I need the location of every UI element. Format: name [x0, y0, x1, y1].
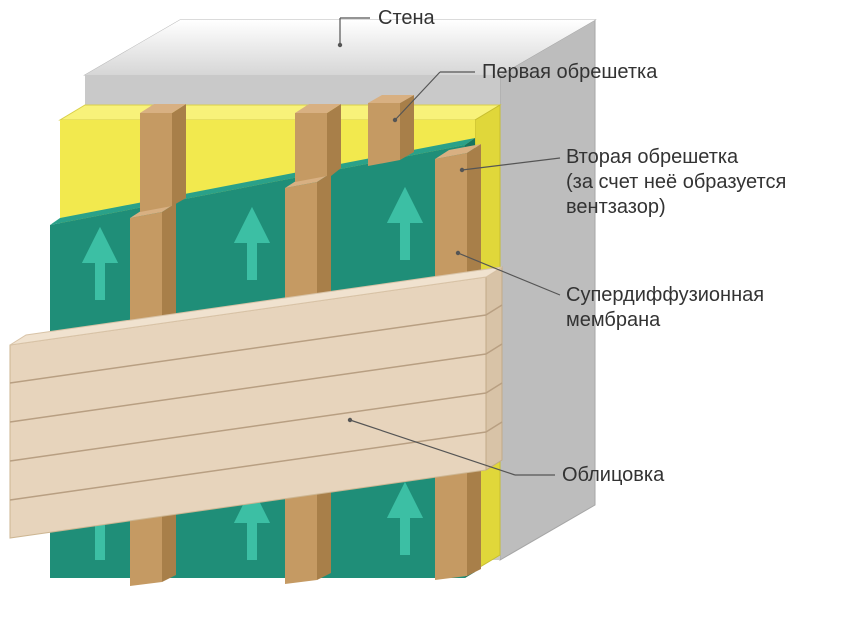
insulation-top	[60, 105, 500, 120]
diagram-wall-layers: Стена Первая обрешетка Вторая обрешетка …	[0, 0, 850, 620]
label-second-lath: Вторая обрешетка (за счет неё образуется…	[566, 145, 786, 220]
label-wall: Стена	[378, 6, 435, 31]
label-first-lath: Первая обрешетка	[482, 60, 657, 85]
label-cladding: Облицовка	[562, 463, 664, 488]
label-membrane: Супердиффузионная мембрана	[566, 283, 764, 333]
